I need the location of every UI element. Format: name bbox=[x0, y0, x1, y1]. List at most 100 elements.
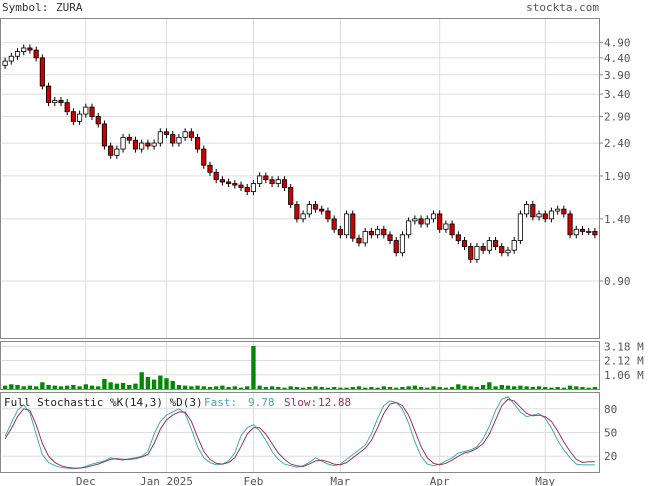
candle bbox=[424, 215, 430, 228]
volume-bar bbox=[325, 387, 331, 389]
candle bbox=[319, 205, 325, 215]
volume-bar bbox=[89, 385, 95, 389]
candle bbox=[375, 225, 381, 239]
candle bbox=[306, 201, 312, 218]
candle bbox=[555, 205, 561, 215]
symbol-label: Symbol: bbox=[2, 1, 48, 14]
volume-bar bbox=[561, 387, 567, 389]
stochastic-axis: 80 50 20 bbox=[604, 403, 617, 463]
volume-bar bbox=[158, 375, 163, 389]
candle bbox=[486, 237, 492, 254]
volume-bar bbox=[431, 386, 436, 389]
candle bbox=[548, 207, 555, 223]
volume-bar bbox=[300, 387, 306, 389]
fast-value: 9.78 bbox=[248, 396, 275, 409]
price-tick-label: 0.90 bbox=[604, 275, 631, 288]
candle bbox=[89, 103, 95, 121]
candle bbox=[45, 82, 52, 107]
price-tick-label: 1.90 bbox=[604, 170, 631, 183]
date-tick-label: May bbox=[535, 475, 555, 486]
volume-bar bbox=[443, 387, 449, 389]
candle bbox=[393, 237, 399, 257]
candle bbox=[350, 210, 356, 242]
volume-bar bbox=[251, 346, 256, 389]
volume-bar bbox=[487, 382, 492, 389]
volume-bar bbox=[375, 387, 380, 389]
candle bbox=[530, 201, 536, 221]
stochastic-tick-label: 80 bbox=[604, 403, 617, 416]
volume-tick-label: 1.06 M bbox=[604, 369, 644, 382]
volume-bar bbox=[331, 386, 337, 389]
candle bbox=[579, 225, 586, 236]
volume-bar bbox=[425, 387, 430, 389]
candle bbox=[443, 220, 449, 233]
volume-bar bbox=[356, 386, 362, 389]
candle bbox=[281, 176, 288, 192]
candle bbox=[27, 44, 33, 54]
date-tick-label: Feb bbox=[244, 475, 264, 486]
candle bbox=[120, 133, 126, 153]
date-tick-label: Jan 2025 bbox=[140, 475, 193, 486]
candle bbox=[542, 210, 548, 223]
slow-line bbox=[4, 398, 595, 469]
volume-bar bbox=[363, 387, 368, 389]
volume-bar bbox=[269, 386, 275, 389]
price-tick-label: 4.90 bbox=[604, 37, 631, 50]
price-tick-label: 2.40 bbox=[604, 137, 631, 150]
candle bbox=[39, 54, 45, 90]
stochastic-series bbox=[4, 396, 595, 470]
price-axis: 4.90 4.40 3.90 3.40 2.90 2.40 1.90 1.40 0.90 bbox=[599, 37, 631, 288]
candle bbox=[592, 227, 598, 239]
candle bbox=[194, 133, 201, 153]
candle bbox=[368, 227, 374, 239]
volume-bar bbox=[555, 386, 560, 389]
volume-bar bbox=[543, 386, 548, 389]
volume-bar bbox=[71, 384, 76, 389]
candle bbox=[145, 139, 151, 150]
volume-tick-label: 3.18 M bbox=[604, 340, 644, 353]
site-name[interactable]: stockta.com bbox=[526, 1, 599, 14]
volume-bar bbox=[319, 386, 324, 389]
volume-bar bbox=[176, 384, 182, 389]
candle bbox=[163, 128, 170, 139]
volume-bar bbox=[220, 385, 225, 389]
candle bbox=[343, 210, 350, 239]
volume-bar bbox=[474, 386, 480, 389]
volume-bar bbox=[518, 385, 523, 389]
candle bbox=[499, 243, 505, 257]
candle bbox=[492, 237, 499, 251]
price-panel bbox=[0, 18, 600, 339]
candle bbox=[275, 176, 281, 188]
candle bbox=[33, 46, 39, 62]
volume-bar bbox=[257, 385, 262, 389]
candle bbox=[312, 201, 319, 213]
volume-bar bbox=[201, 386, 206, 389]
slow-value: 12.88 bbox=[318, 396, 351, 409]
candle bbox=[83, 103, 89, 118]
volume-bar bbox=[418, 386, 424, 389]
volume-bar bbox=[33, 386, 39, 389]
volume-bar bbox=[238, 387, 244, 389]
volume-bar bbox=[195, 385, 200, 389]
candle bbox=[226, 178, 232, 188]
volume-bar bbox=[65, 385, 70, 389]
volume-tick-label: 2.12 M bbox=[604, 355, 644, 368]
candle bbox=[257, 172, 263, 188]
volume-series bbox=[2, 346, 598, 389]
candle bbox=[151, 139, 157, 150]
candle bbox=[101, 120, 108, 150]
slow-label: Slow: bbox=[284, 396, 317, 409]
candle bbox=[232, 180, 238, 189]
candle bbox=[14, 48, 21, 60]
volume-bar bbox=[189, 386, 194, 389]
volume-bar bbox=[58, 386, 64, 389]
volume-bar bbox=[468, 386, 473, 389]
volume-bar bbox=[307, 386, 312, 389]
volume-bar bbox=[456, 384, 461, 389]
volume-bar bbox=[9, 384, 14, 389]
candle bbox=[250, 180, 257, 196]
volume-bar bbox=[2, 385, 8, 389]
volume-bar bbox=[394, 387, 399, 389]
volume-bar bbox=[52, 385, 57, 389]
volume-bar bbox=[288, 386, 293, 389]
